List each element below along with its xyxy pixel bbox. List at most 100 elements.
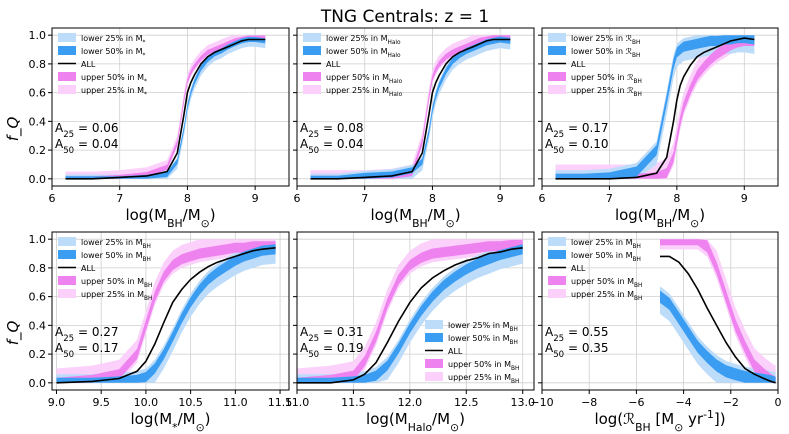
- legend-label-0-0: lower 25% in M*: [81, 34, 145, 46]
- xtick-label-4-2: 12.0: [398, 396, 423, 409]
- xtick-label-5-5: 0: [775, 396, 782, 409]
- xtick-label-4-0: 11.0: [285, 396, 310, 409]
- legend-label-0-4: upper 25% in M*: [81, 86, 147, 98]
- series-all-line-top-right: [555, 37, 755, 180]
- legend-label-5-2: ALL: [571, 264, 586, 273]
- annotation-5-1: A50 = 0.35: [545, 341, 609, 360]
- legend-label-2-0: lower 25% in ℛBH: [571, 34, 640, 46]
- ytick-label-3-3: 0.6: [29, 291, 47, 304]
- legend-label-5-3: upper 50% in MBH: [571, 277, 642, 289]
- xtick-label-1-0: 6: [294, 192, 301, 205]
- series-all-line-bottom-middle: [297, 247, 523, 384]
- band-lower50-bottom-middle: [297, 244, 523, 383]
- legend-swatch-0-1: [58, 46, 76, 55]
- ytick-label-0-3: 0.6: [29, 87, 47, 100]
- band-lower50-bottom-left: [56, 244, 276, 383]
- legend-label-4-0: lower 25% in MBH: [448, 321, 518, 333]
- ytick-label-3-1: 0.2: [29, 348, 47, 361]
- series-all-line-top-middle: [310, 38, 511, 180]
- legend-swatch-2-3: [548, 72, 566, 81]
- axes-frame-bottom-right: [541, 231, 779, 391]
- xtick-label-3-2: 10.0: [134, 396, 159, 409]
- annotation-2-0: A25 = 0.17: [545, 121, 609, 140]
- band-upper25-top-left: [65, 35, 266, 179]
- legend-swatch-1-1: [303, 46, 321, 55]
- xtick-label-3-0: 9.0: [48, 396, 66, 409]
- annotation-3-0: A25 = 0.27: [55, 325, 119, 344]
- xtick-label-0-2: 8: [184, 192, 191, 205]
- ytick-label-0-0: 0.0: [29, 173, 47, 186]
- xtick-label-1-2: 8: [429, 192, 436, 205]
- band-lower50-top-middle: [310, 36, 511, 179]
- band-lower25-bottom-middle: [297, 240, 523, 383]
- legend-label-2-3: upper 50% in ℛBH: [571, 73, 642, 85]
- legend-label-3-1: lower 50% in MBH: [81, 251, 151, 263]
- xtick-label-4-4: 13.0: [510, 396, 535, 409]
- xtick-label-0-0: 6: [49, 192, 56, 205]
- legend-swatch-4-4: [425, 372, 443, 381]
- legend-label-1-0: lower 25% in MHalo: [326, 34, 401, 46]
- xlabel-bottom-middle: log(MHalo/M⊙): [366, 410, 465, 434]
- legend-label-4-2: ALL: [448, 347, 463, 356]
- xtick-label-5-4: −2: [723, 396, 739, 409]
- axes-frame-top-middle: [296, 27, 535, 187]
- legend-label-2-4: upper 25% in ℛBH: [571, 86, 642, 98]
- figure-ylabel-top-text: f_Q: [4, 117, 23, 142]
- svg-text:f_Q: f_Q: [4, 117, 23, 142]
- ytick-label-0-2: 0.4: [29, 115, 47, 128]
- band-lower50-top-left: [65, 37, 266, 179]
- ytick-label-0-5: 1.0: [29, 29, 47, 42]
- legend-label-1-3: upper 50% in MHalo: [326, 73, 403, 85]
- legend-top-left: lower 25% in M*lower 50% in M*ALL upper 5…: [58, 33, 147, 98]
- legend-label-3-4: upper 25% in MBH: [81, 290, 152, 302]
- xtick-label-2-2: 8: [673, 192, 680, 205]
- legend-label-5-4: upper 25% in MBH: [571, 290, 642, 302]
- band-upper50-top-left: [65, 35, 266, 179]
- figure-title: TNG Centrals: z = 1: [320, 7, 489, 27]
- legend-label-3-3: upper 50% in MBH: [81, 277, 152, 289]
- band-lower50-top-right: [555, 35, 755, 179]
- axes-frame-bottom-left: [51, 231, 290, 391]
- panel-bottom-left: 9.0 9.5 10.0 10.5 11.0 11.5 0.0 0.2 0.4 0.6 0.8 1.0…: [29, 231, 293, 434]
- legend-swatch-3-1: [58, 250, 76, 259]
- xtick-label-3-4: 11.0: [223, 396, 248, 409]
- xtick-label-4-1: 11.5: [341, 396, 366, 409]
- legend-label-5-1: lower 50% in MBH: [571, 251, 641, 263]
- xtick-label-3-3: 10.5: [178, 396, 203, 409]
- xtick-label-1-3: 9: [497, 192, 504, 205]
- legend-swatch-3-0: [58, 237, 76, 246]
- axes-frame-bottom-middle: [296, 231, 535, 391]
- legend-label-0-3: upper 50% in M*: [81, 73, 147, 85]
- xtick-label-5-0: −10: [530, 396, 553, 409]
- ytick-label-0-1: 0.2: [29, 144, 47, 157]
- xlabel-top-middle: log(MBH/M⊙): [370, 206, 460, 230]
- legend-swatch-5-1: [548, 250, 566, 259]
- band-upper50-bottom-right: [660, 239, 776, 383]
- xtick-label-0-1: 7: [116, 192, 123, 205]
- legend-swatch-0-4: [58, 85, 76, 94]
- xlabel-bottom-left: log(M*/M⊙): [131, 410, 211, 434]
- legend-swatch-0-3: [58, 72, 76, 81]
- band-lower25-top-left: [65, 35, 266, 179]
- legend-swatch-2-1: [548, 46, 566, 55]
- annotation-4-0: A25 = 0.31: [300, 325, 364, 344]
- legend-swatch-2-4: [548, 85, 566, 94]
- annotation-5-0: A25 = 0.55: [545, 325, 609, 344]
- legend-swatch-1-0: [303, 33, 321, 42]
- annotation-2-1: A50 = 0.10: [545, 137, 609, 156]
- ytick-label-0-4: 0.8: [29, 58, 47, 71]
- xtick-label-2-1: 7: [606, 192, 613, 205]
- ytick-label-3-5: 1.0: [29, 233, 47, 246]
- legend-swatch-1-3: [303, 72, 321, 81]
- annotation-1-1: A50 = 0.04: [300, 137, 364, 156]
- annotation-4-1: A50 = 0.19: [300, 341, 364, 360]
- legend-swatch-5-3: [548, 276, 566, 285]
- ytick-label-3-2: 0.4: [29, 319, 47, 332]
- xtick-label-3-5: 11.5: [268, 396, 293, 409]
